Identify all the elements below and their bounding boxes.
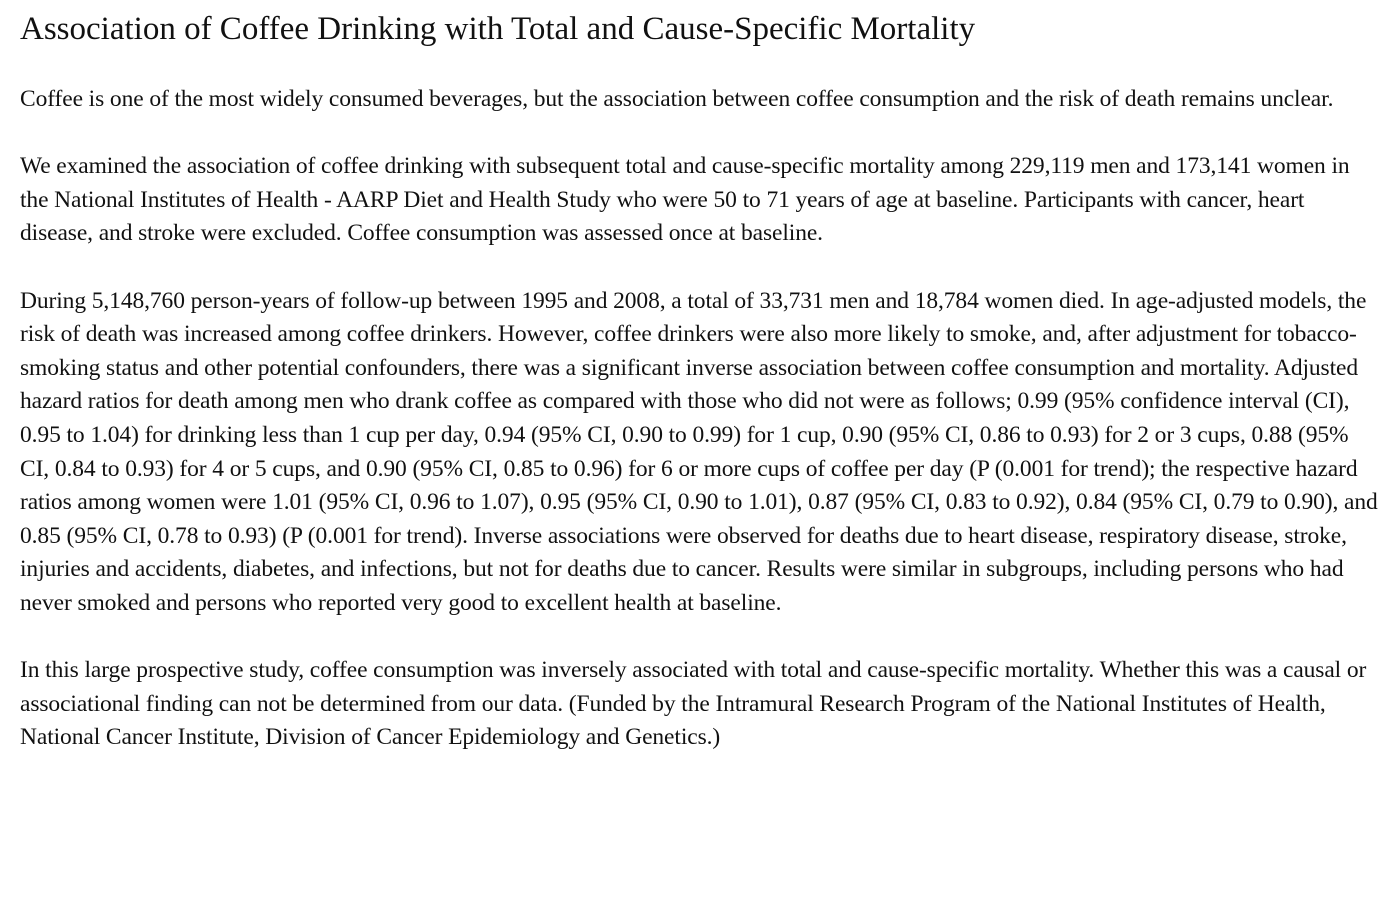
paragraph-background: Coffee is one of the most widely consume… <box>20 86 1334 112</box>
paragraph-methods: We examined the association of coffee dr… <box>20 153 1350 247</box>
article-title: Association of Coffee Drinking with Tota… <box>20 11 976 47</box>
article-body: Coffee is one of the most widely consume… <box>20 83 1380 755</box>
document-page: Association of Coffee Drinking with Tota… <box>20 11 1380 755</box>
paragraph-results: During 5,148,760 person-years of follow-… <box>20 287 1378 616</box>
paragraph-conclusions: In this large prospective study, coffee … <box>20 657 1367 751</box>
